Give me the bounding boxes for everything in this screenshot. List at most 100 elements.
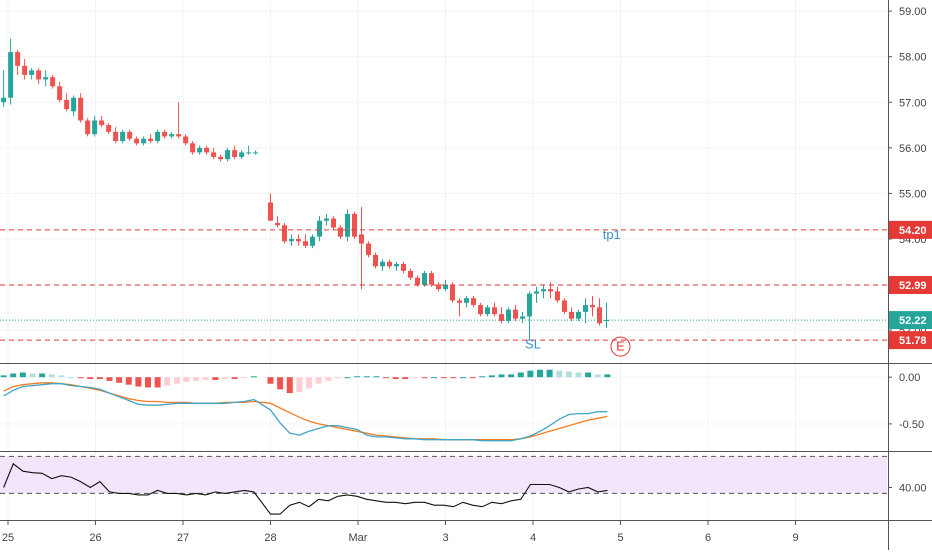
- candle-body[interactable]: [506, 309, 511, 321]
- candle-body[interactable]: [478, 305, 483, 315]
- candle-body[interactable]: [22, 65, 28, 75]
- candle-body[interactable]: [127, 131, 133, 139]
- candle-body[interactable]: [1, 97, 7, 103]
- candle-body[interactable]: [464, 298, 469, 303]
- candle-body[interactable]: [71, 97, 77, 112]
- candle-body[interactable]: [443, 284, 448, 290]
- candle-body[interactable]: [492, 307, 497, 315]
- candle-body[interactable]: [169, 134, 175, 137]
- candle-body[interactable]: [520, 316, 525, 319]
- candle-body[interactable]: [366, 243, 371, 255]
- candle-body[interactable]: [29, 70, 35, 75]
- candle-body[interactable]: [232, 150, 238, 157]
- price-panel[interactable]: tp1 SL E: [0, 38, 887, 357]
- candle-body[interactable]: [310, 236, 315, 246]
- candle-body[interactable]: [569, 311, 574, 319]
- candle-body[interactable]: [197, 147, 203, 153]
- macd-histogram-bar: [10, 373, 17, 378]
- candle-body[interactable]: [408, 270, 413, 278]
- price-level-badge[interactable]: [889, 311, 932, 330]
- candle-body[interactable]: [436, 284, 441, 290]
- candle-body[interactable]: [43, 77, 49, 80]
- candle-body[interactable]: [218, 156, 224, 160]
- candle-body[interactable]: [597, 307, 602, 324]
- candle-body[interactable]: [527, 293, 532, 317]
- candle-body[interactable]: [387, 261, 392, 267]
- macd-axis-label: 0.00: [899, 372, 920, 384]
- candle-body[interactable]: [450, 284, 455, 301]
- candle-body[interactable]: [183, 136, 189, 144]
- candle-body[interactable]: [134, 138, 140, 144]
- candle-body[interactable]: [253, 152, 259, 154]
- candle-body[interactable]: [85, 120, 91, 135]
- candle-body[interactable]: [296, 238, 301, 242]
- macd-panel[interactable]: [0, 369, 611, 442]
- candle-body[interactable]: [57, 86, 63, 100]
- candle-body[interactable]: [394, 264, 399, 267]
- candle-body[interactable]: [324, 218, 329, 221]
- price-level-badge[interactable]: [889, 220, 932, 239]
- candle-body[interactable]: [176, 134, 182, 137]
- candle-body[interactable]: [282, 225, 287, 242]
- candle-body[interactable]: [36, 70, 42, 80]
- candle-body[interactable]: [562, 300, 567, 312]
- candle-body[interactable]: [268, 202, 273, 221]
- candle-body[interactable]: [485, 307, 490, 315]
- candle-body[interactable]: [155, 131, 161, 141]
- candle-body[interactable]: [422, 273, 427, 285]
- price-scale[interactable]: 59.0058.0057.0056.0055.0054.0053.0052.00…: [888, 6, 932, 494]
- candle-body[interactable]: [148, 138, 154, 141]
- candle-body[interactable]: [317, 220, 322, 237]
- macd-signal-line: [3, 382, 608, 441]
- candle-body[interactable]: [513, 309, 518, 319]
- candle-body[interactable]: [106, 125, 112, 132]
- candle-body[interactable]: [246, 152, 252, 154]
- candle-body[interactable]: [457, 300, 462, 303]
- candle-body[interactable]: [548, 289, 553, 292]
- candle-body[interactable]: [345, 213, 350, 237]
- candle-body[interactable]: [92, 120, 98, 135]
- price-level-badge[interactable]: [889, 275, 932, 294]
- candle-body[interactable]: [50, 77, 56, 87]
- candle-body[interactable]: [99, 120, 105, 126]
- candle-body[interactable]: [352, 213, 357, 237]
- time-scale[interactable]: 25 26 27 28 Mar 3 4 5 6 9: [2, 521, 799, 544]
- candle-body[interactable]: [471, 298, 476, 306]
- candle-body[interactable]: [576, 311, 581, 319]
- candle-body[interactable]: [359, 234, 364, 244]
- candle-body[interactable]: [331, 218, 336, 228]
- candle-body[interactable]: [415, 277, 420, 285]
- candle-body[interactable]: [162, 131, 168, 137]
- candle-body[interactable]: [64, 99, 70, 110]
- candle-body[interactable]: [120, 131, 126, 141]
- macd-histogram-bar: [411, 377, 418, 379]
- price-level-badge[interactable]: [889, 331, 932, 350]
- candle-body[interactable]: [275, 223, 280, 226]
- candle-body[interactable]: [204, 147, 210, 153]
- candle-body[interactable]: [338, 227, 343, 237]
- candle-body[interactable]: [499, 314, 504, 321]
- candle-body[interactable]: [190, 143, 196, 153]
- candle-body[interactable]: [15, 52, 21, 66]
- candle-body[interactable]: [78, 97, 84, 121]
- candle-body[interactable]: [289, 238, 294, 242]
- candle-body[interactable]: [141, 138, 147, 144]
- candle-body[interactable]: [380, 261, 385, 267]
- rsi-panel[interactable]: [0, 455, 887, 515]
- candle-body[interactable]: [303, 241, 308, 246]
- candle-body[interactable]: [113, 131, 119, 141]
- candle-body[interactable]: [555, 291, 560, 301]
- candle-body[interactable]: [583, 305, 588, 312]
- candle-body[interactable]: [225, 150, 231, 160]
- candle-body[interactable]: [239, 152, 245, 157]
- candle-body[interactable]: [534, 291, 539, 294]
- candle-body[interactable]: [8, 52, 14, 98]
- candle-body[interactable]: [429, 273, 434, 285]
- candle-body[interactable]: [541, 289, 546, 292]
- candle-body[interactable]: [211, 152, 217, 157]
- candle-body[interactable]: [401, 264, 406, 271]
- candle-body[interactable]: [373, 254, 378, 267]
- candle-body[interactable]: [590, 305, 595, 308]
